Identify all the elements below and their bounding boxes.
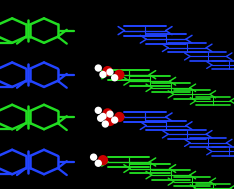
Point (106, 112, 110, 115)
Point (101, 73, 105, 76)
Point (101, 159, 105, 162)
Point (117, 115, 121, 119)
Point (92, 156, 95, 159)
Point (103, 122, 107, 125)
Point (101, 115, 105, 118)
Point (96, 162, 100, 165)
Point (96, 109, 100, 112)
Point (108, 119, 112, 122)
Point (99, 117, 102, 120)
Point (108, 70, 112, 74)
Point (106, 70, 110, 73)
Point (108, 113, 112, 116)
Point (117, 73, 121, 76)
Point (113, 119, 117, 122)
Point (113, 76, 117, 79)
Point (96, 67, 100, 70)
